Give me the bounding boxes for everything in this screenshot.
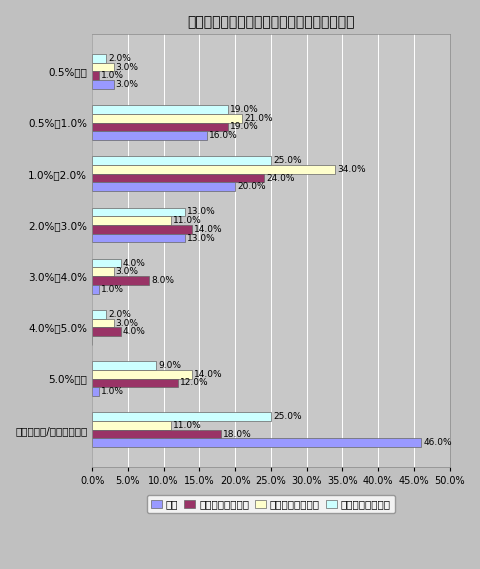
Text: 2.0%: 2.0%: [108, 310, 132, 319]
Text: 2.0%: 2.0%: [108, 54, 132, 63]
Text: 1.0%: 1.0%: [101, 284, 124, 294]
Text: 20.0%: 20.0%: [237, 182, 266, 191]
Text: 46.0%: 46.0%: [423, 438, 452, 447]
Text: 11.0%: 11.0%: [173, 216, 202, 225]
Bar: [92, 208, 185, 216]
Text: 14.0%: 14.0%: [194, 370, 223, 379]
Text: 19.0%: 19.0%: [230, 105, 259, 114]
Text: 24.0%: 24.0%: [266, 174, 294, 183]
Text: 3.0%: 3.0%: [116, 80, 139, 89]
Text: 25.0%: 25.0%: [273, 412, 301, 421]
Bar: [92, 114, 242, 122]
Text: 13.0%: 13.0%: [187, 208, 216, 216]
Text: 21.0%: 21.0%: [244, 114, 273, 123]
Text: 4.0%: 4.0%: [123, 327, 146, 336]
Bar: [92, 122, 228, 131]
Text: 3.0%: 3.0%: [116, 63, 139, 72]
Bar: [92, 439, 421, 447]
Text: 13.0%: 13.0%: [187, 233, 216, 242]
Bar: [92, 183, 235, 191]
Bar: [92, 54, 107, 63]
Bar: [92, 310, 107, 319]
Bar: [92, 105, 228, 114]
Text: 34.0%: 34.0%: [337, 165, 366, 174]
Text: 14.0%: 14.0%: [194, 225, 223, 234]
Text: 4.0%: 4.0%: [123, 258, 146, 267]
Text: 16.0%: 16.0%: [209, 131, 238, 140]
Text: 18.0%: 18.0%: [223, 430, 252, 439]
Bar: [92, 174, 264, 183]
Bar: [92, 71, 99, 80]
Bar: [92, 234, 185, 242]
Bar: [92, 370, 192, 378]
Bar: [92, 259, 120, 267]
Text: 8.0%: 8.0%: [152, 276, 174, 285]
Text: 9.0%: 9.0%: [158, 361, 181, 370]
Bar: [92, 63, 114, 71]
Text: 3.0%: 3.0%: [116, 267, 139, 277]
Bar: [92, 361, 156, 370]
Text: 3.0%: 3.0%: [116, 319, 139, 328]
Bar: [92, 285, 99, 294]
Bar: [92, 267, 114, 276]
Text: 1.0%: 1.0%: [101, 387, 124, 396]
Bar: [92, 319, 114, 327]
Bar: [92, 80, 114, 89]
Bar: [92, 378, 178, 387]
Bar: [92, 430, 221, 439]
Title: 購入を見込む低リスク運用商品の年間利回り: 購入を見込む低リスク運用商品の年間利回り: [187, 15, 355, 29]
Text: 25.0%: 25.0%: [273, 156, 301, 165]
Bar: [92, 131, 206, 140]
Text: 11.0%: 11.0%: [173, 421, 202, 430]
Bar: [92, 165, 335, 174]
Bar: [92, 387, 99, 396]
Bar: [92, 327, 120, 336]
Text: 1.0%: 1.0%: [101, 71, 124, 80]
Bar: [92, 276, 149, 285]
Bar: [92, 413, 271, 421]
Bar: [92, 225, 192, 234]
Bar: [92, 156, 271, 165]
Text: 12.0%: 12.0%: [180, 378, 209, 387]
Text: 19.0%: 19.0%: [230, 122, 259, 131]
Bar: [92, 216, 171, 225]
Legend: 全体, 金融リテラシー高, 金融リテラシー中, 金融リテラシー低: 全体, 金融リテラシー高, 金融リテラシー中, 金融リテラシー低: [147, 495, 395, 513]
Bar: [92, 421, 171, 430]
